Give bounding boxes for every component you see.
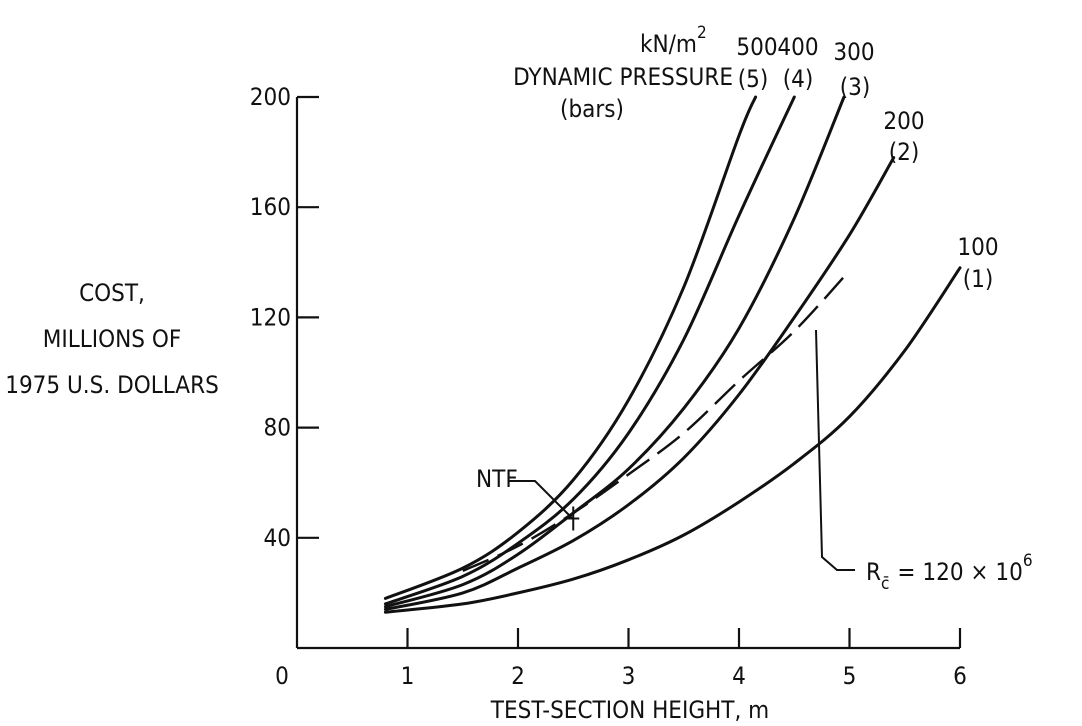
y-tick-label: 120: [250, 303, 291, 331]
series-label-300: 300: [833, 38, 874, 66]
series-label-200: 200: [883, 107, 924, 135]
x-tick-label: 0: [275, 662, 289, 690]
series-label-bars-100: (1): [963, 265, 994, 293]
series-label-bars-300: (3): [840, 73, 871, 101]
plot-area: 40 80 120 160 200 0 1 2 3 4 5 6 100 (1) 200 (2) 300 (3) 40…: [250, 33, 999, 690]
ntf-leader-line: [508, 480, 573, 519]
y-tick-label: 80: [264, 414, 291, 442]
series-label-500: 500: [736, 33, 777, 61]
reference-line-leader: [815, 329, 855, 571]
series-label-400: 400: [777, 33, 818, 61]
series-curve-300: [383, 95, 846, 609]
reference-line-dashed: [462, 269, 851, 572]
legend-units-sup: 2: [697, 23, 707, 43]
x-tick-label: 5: [843, 662, 857, 690]
reference-line-label-sub: c̄: [881, 574, 889, 594]
x-tick-label: 3: [622, 662, 636, 690]
series-label-bars-500: (5): [738, 65, 769, 93]
series-curve-200: [383, 156, 896, 611]
x-tick-label: 6: [953, 662, 967, 690]
legend-title: DYNAMIC PRESSURE: [513, 63, 733, 91]
y-axis-label-line1: COST,: [79, 279, 145, 307]
series-label-100: 100: [957, 233, 998, 261]
y-tick-label: 160: [250, 193, 291, 221]
series-label-bars-200: (2): [889, 138, 920, 166]
reference-line-label-rest: = 120 × 10: [897, 558, 1022, 586]
x-tick-label: 1: [401, 662, 415, 690]
series-curve-100: [383, 266, 962, 614]
series-curve-400: [383, 95, 796, 606]
reference-line-label-main: R: [866, 558, 881, 586]
y-axis-label-line3: 1975 U.S. DOLLARS: [5, 371, 219, 399]
series-curve-500: [383, 95, 758, 600]
reference-line-label-sup: 6: [1023, 551, 1033, 571]
series-label-bars-400: (4): [783, 65, 814, 93]
y-tick-label: 200: [250, 83, 291, 111]
x-axis-label: TEST-SECTION HEIGHT, m: [490, 696, 769, 724]
legend-subtitle: (bars): [560, 95, 624, 123]
legend-units: kN/m2: [640, 23, 707, 58]
legend-units-base: kN/m: [640, 30, 697, 58]
x-tick-label: 2: [511, 662, 525, 690]
ntf-label: NTF: [476, 465, 518, 493]
reference-line-label: Rc̄ = 120 × 106: [866, 551, 1033, 594]
y-tick-label: 40: [264, 524, 291, 552]
y-axis-label-line2: MILLIONS OF: [43, 325, 182, 353]
x-tick-label: 4: [732, 662, 746, 690]
